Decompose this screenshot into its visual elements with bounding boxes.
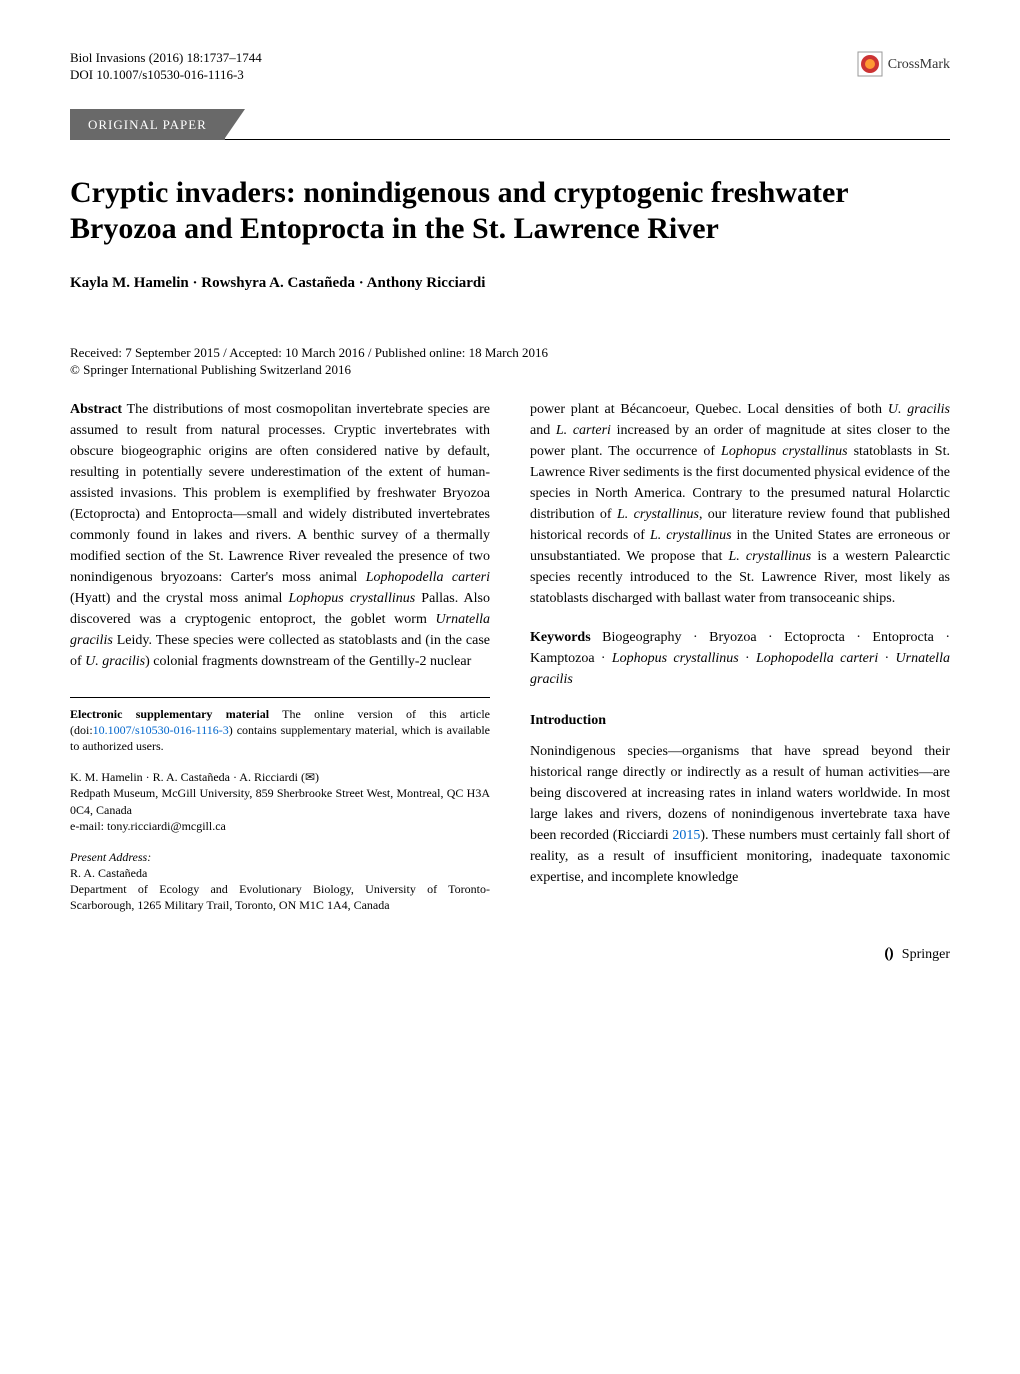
introduction-heading: Introduction bbox=[530, 710, 950, 731]
supplementary-material: Electronic supplementary material The on… bbox=[70, 697, 490, 755]
abstract-text: and bbox=[530, 423, 556, 438]
species-name: Lophopodella carteri bbox=[756, 651, 878, 666]
introduction-paragraph: Nonindigenous species—organisms that hav… bbox=[530, 741, 950, 888]
journal-citation: Biol Invasions (2016) 18:1737–1744 bbox=[70, 50, 262, 67]
left-column: Abstract The distributions of most cosmo… bbox=[70, 399, 490, 914]
species-name: Lophopus crystallinus bbox=[612, 651, 739, 666]
species-name: L. crystallinus bbox=[617, 507, 699, 522]
page-footer: Springer bbox=[70, 944, 950, 971]
abstract-text: ) colonial fragments downstream of the G… bbox=[145, 654, 471, 669]
species-name: L. crystallinus bbox=[650, 528, 732, 543]
affiliation-address: Department of Ecology and Evolutionary B… bbox=[70, 881, 490, 913]
main-content: Abstract The distributions of most cosmo… bbox=[70, 399, 950, 914]
keywords-paragraph: Keywords Biogeography · Bryozoa · Ectopr… bbox=[530, 627, 950, 690]
paper-title: Cryptic invaders: nonindigenous and cryp… bbox=[70, 175, 950, 247]
paper-type-container: ORIGINAL PAPER bbox=[70, 109, 950, 141]
affiliation-block-2: Present Address: R. A. Castañeda Departm… bbox=[70, 849, 490, 914]
species-name: Lophopus crystallinus bbox=[289, 591, 416, 606]
year-citation-link[interactable]: 2015 bbox=[672, 828, 700, 843]
species-name: U. gracilis bbox=[85, 654, 145, 669]
abstract-text: power plant at Bécancoeur, Quebec. Local… bbox=[530, 402, 888, 417]
keywords-text: · bbox=[878, 651, 895, 666]
crossmark-label: CrossMark bbox=[888, 54, 950, 75]
abstract-text: (Hyatt) and the crystal moss animal bbox=[70, 591, 289, 606]
affiliation-names: K. M. Hamelin · R. A. Castañeda · A. Ric… bbox=[70, 769, 490, 785]
affiliation-email: e-mail: tony.ricciardi@mcgill.ca bbox=[70, 818, 490, 834]
species-name: L. carteri bbox=[556, 423, 611, 438]
species-name: L. crystallinus bbox=[728, 549, 811, 564]
authors-list: Kayla M. Hamelin · Rowshyra A. Castañeda… bbox=[70, 272, 950, 295]
affiliation-address: Redpath Museum, McGill University, 859 S… bbox=[70, 785, 490, 817]
journal-doi: DOI 10.1007/s10530-016-1116-3 bbox=[70, 67, 262, 84]
present-address-label: Present Address: bbox=[70, 849, 490, 865]
crossmark-badge[interactable]: CrossMark bbox=[856, 50, 950, 78]
received-accepted: Received: 7 September 2015 / Accepted: 1… bbox=[70, 345, 950, 362]
species-name: Lophopodella carteri bbox=[366, 570, 490, 585]
springer-logo: Springer bbox=[880, 944, 950, 965]
copyright: © Springer International Publishing Swit… bbox=[70, 362, 950, 379]
publication-dates: Received: 7 September 2015 / Accepted: 1… bbox=[70, 345, 950, 379]
paper-type-badge: ORIGINAL PAPER bbox=[70, 109, 225, 141]
right-column: power plant at Bécancoeur, Quebec. Local… bbox=[530, 399, 950, 914]
abstract-paragraph: Abstract The distributions of most cosmo… bbox=[70, 399, 490, 672]
abstract-text: The distributions of most cosmopolitan i… bbox=[70, 402, 490, 585]
affiliation-block-1: K. M. Hamelin · R. A. Castañeda · A. Ric… bbox=[70, 769, 490, 834]
keywords-label: Keywords bbox=[530, 630, 591, 645]
affiliation-name: R. A. Castañeda bbox=[70, 865, 490, 881]
header-row: Biol Invasions (2016) 18:1737–1744 DOI 1… bbox=[70, 50, 950, 84]
species-name: Lophopus crystallinus bbox=[721, 444, 848, 459]
crossmark-icon bbox=[856, 50, 884, 78]
doi-link[interactable]: 10.1007/s10530-016-1116-3 bbox=[93, 723, 229, 737]
abstract-label: Abstract bbox=[70, 402, 122, 417]
springer-icon bbox=[880, 945, 898, 963]
journal-info: Biol Invasions (2016) 18:1737–1744 DOI 1… bbox=[70, 50, 262, 84]
species-name: U. gracilis bbox=[888, 402, 950, 417]
abstract-continuation: power plant at Bécancoeur, Quebec. Local… bbox=[530, 399, 950, 609]
springer-text: Springer bbox=[902, 944, 950, 965]
supp-label: Electronic supplementary material bbox=[70, 707, 269, 721]
keywords-text: · bbox=[739, 651, 756, 666]
